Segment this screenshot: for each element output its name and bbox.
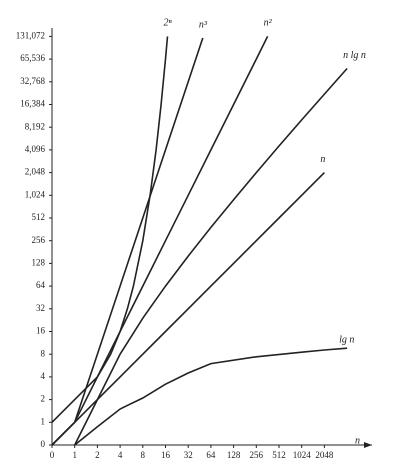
curve-label: n: [320, 154, 325, 165]
curve: [74, 347, 348, 446]
curve-label: n²: [264, 18, 273, 29]
x-tick-label: 32: [184, 450, 193, 460]
y-tick-label: 2: [41, 394, 46, 404]
y-tick-label: 131,072: [16, 30, 45, 40]
y-tick-label: 512: [32, 212, 46, 222]
y-tick-label: 8: [41, 348, 46, 358]
x-axis-label: n: [355, 435, 360, 446]
x-tick-label: 2048: [315, 450, 334, 460]
curve: [73, 67, 348, 446]
x-tick-label: 8: [141, 450, 146, 460]
y-tick-label: 4: [41, 371, 46, 381]
curve-label: lg n: [339, 335, 354, 346]
y-tick-label: 4,096: [25, 144, 46, 154]
x-tick-label: 1024: [293, 450, 312, 460]
x-tick-label: 4: [118, 450, 123, 460]
curve: [51, 36, 169, 423]
y-tick-label: 65,536: [20, 53, 45, 63]
curve: [51, 37, 204, 446]
x-axis-arrow: [364, 442, 372, 448]
curve-label: n lg n: [343, 50, 366, 61]
curve-label: 2ⁿ: [163, 18, 172, 29]
curve: [51, 172, 325, 446]
x-tick-label: 512: [272, 450, 286, 460]
y-tick-label: 1: [41, 416, 46, 426]
y-tick-label: 64: [36, 280, 46, 290]
x-tick-label: 2: [95, 450, 100, 460]
y-tick-label: 16,384: [20, 99, 45, 109]
y-tick-label: 2,048: [25, 167, 46, 177]
curve: [51, 36, 269, 446]
y-tick-label: 32,768: [20, 76, 45, 86]
y-tick-label: 128: [32, 257, 46, 267]
y-tick-label: 8,192: [25, 121, 45, 131]
x-tick-label: 16: [161, 450, 171, 460]
y-tick-label: 32: [36, 303, 45, 313]
x-tick-label: 256: [250, 450, 264, 460]
y-tick-label: 1,024: [25, 189, 46, 199]
x-tick-label: 0: [50, 450, 55, 460]
y-tick-label: 0: [41, 439, 46, 449]
curve-label: n³: [199, 19, 208, 30]
x-tick-label: 64: [206, 450, 216, 460]
x-tick-label: 1: [72, 450, 77, 460]
x-tick-label: 128: [227, 450, 241, 460]
y-tick-label: 16: [36, 326, 46, 336]
y-tick-label: 256: [32, 235, 46, 245]
